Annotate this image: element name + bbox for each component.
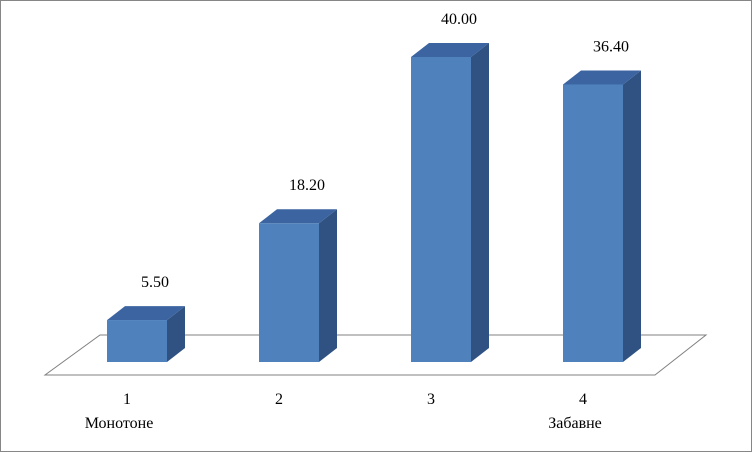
floor: [43, 334, 708, 376]
x-sublabel: Забавне: [548, 415, 602, 432]
bar-side: [319, 209, 337, 362]
bar: [107, 320, 167, 362]
bar-top: [107, 306, 185, 321]
value-label: 36.40: [593, 38, 629, 55]
bar: [259, 223, 319, 362]
bar: [411, 57, 471, 362]
bar-side: [167, 306, 185, 362]
value-label: 5.50: [141, 274, 169, 291]
bar-side: [471, 43, 489, 362]
bar-top: [259, 209, 337, 224]
bar: [563, 84, 623, 362]
x-tick-label: 4: [579, 391, 587, 408]
x-tick-label: 3: [427, 391, 435, 408]
value-label: 40.00: [441, 11, 477, 28]
bar-top: [411, 43, 489, 57]
x-tick-label: 2: [275, 391, 283, 408]
bar-side: [623, 70, 641, 362]
x-tick-label: 1: [123, 391, 131, 408]
x-sublabel: Монотоне: [85, 415, 154, 432]
value-label: 18.20: [289, 177, 325, 194]
bar-top: [563, 70, 641, 85]
